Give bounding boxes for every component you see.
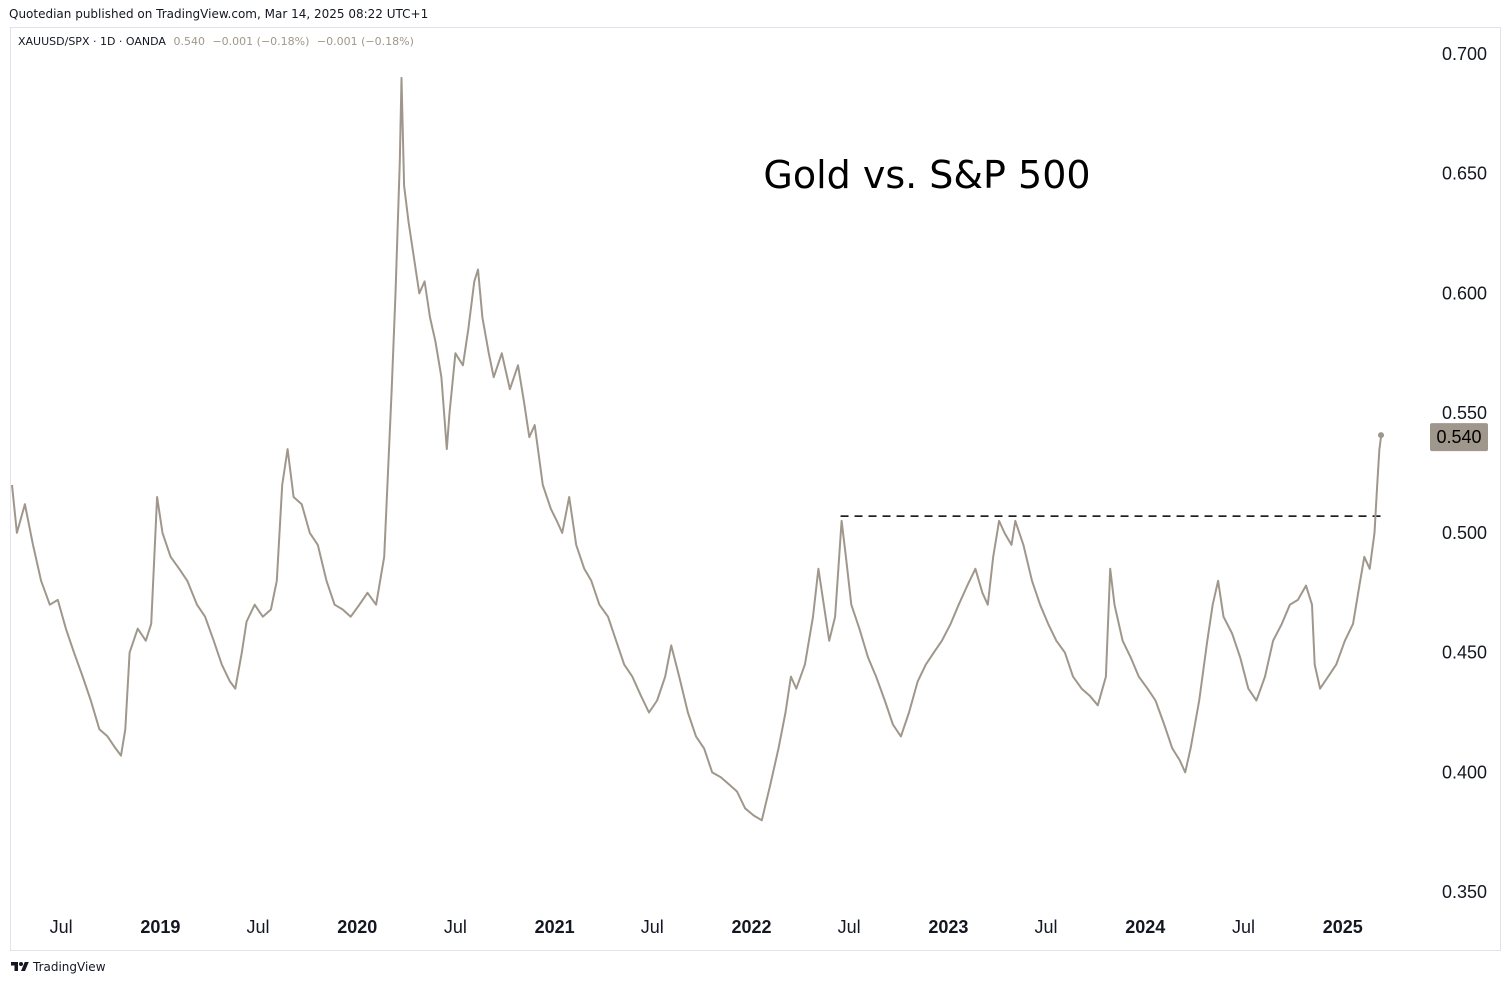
price-tick-label: 0.450 xyxy=(1442,643,1487,663)
time-tick-label: Jul xyxy=(50,917,73,937)
time-tick-label: 2025 xyxy=(1323,917,1363,937)
time-tick-label: Jul xyxy=(1232,917,1255,937)
last-price-badge xyxy=(1430,423,1488,452)
price-tick-label: 0.500 xyxy=(1442,523,1487,543)
chart-pane[interactable] xyxy=(10,27,1501,951)
time-axis[interactable]: Jul 2019 Jul 2020 Jul 2021 Jul 2022 Jul 2023 Jul 20… xyxy=(50,917,1363,937)
time-tick-label: Jul xyxy=(1035,917,1058,937)
time-tick-label: 2022 xyxy=(732,917,772,937)
price-tick-label: 0.600 xyxy=(1442,283,1487,303)
series-line[interactable] xyxy=(11,76,1382,822)
time-tick-label: 2023 xyxy=(928,917,968,937)
time-tick-label: Jul xyxy=(444,917,467,937)
price-tick-label: 0.350 xyxy=(1442,882,1487,902)
chart-title: Gold vs. S&P 500 xyxy=(763,153,1090,197)
last-point-marker xyxy=(1378,432,1385,439)
last-price-badge-label: 0.540 xyxy=(1436,427,1481,447)
time-tick-label: 2024 xyxy=(1125,917,1165,937)
time-tick-label: Jul xyxy=(641,917,664,937)
legend-change: −0.001 (−0.18%) xyxy=(212,35,310,48)
price-tick-label: 0.700 xyxy=(1442,44,1487,64)
legend-last-value: 0.540 xyxy=(173,35,205,48)
price-tick-label: 0.650 xyxy=(1442,164,1487,184)
tradingview-logo-icon xyxy=(11,962,29,971)
time-tick-label: 2019 xyxy=(140,917,180,937)
footer-brand-label: TradingView xyxy=(33,960,106,974)
symbol-legend: XAUUSD/SPX · 1D · OANDA 0.540 −0.001 (−0… xyxy=(18,35,414,48)
time-tick-label: 2020 xyxy=(337,917,377,937)
price-tick-label: 0.400 xyxy=(1442,762,1487,782)
time-tick-label: Jul xyxy=(246,917,269,937)
legend-symbol[interactable]: XAUUSD/SPX · 1D · OANDA xyxy=(18,35,166,48)
time-tick-label: Jul xyxy=(838,917,861,937)
price-axis[interactable]: 0.350 0.400 0.450 0.500 0.550 0.600 0.650 0.700 xyxy=(1442,44,1487,902)
publisher-caption: Quotedian published on TradingView.com, … xyxy=(9,7,429,21)
legend-change-secondary: −0.001 (−0.18%) xyxy=(316,35,414,48)
price-tick-label: 0.550 xyxy=(1442,403,1487,423)
footer-brand[interactable]: TradingView xyxy=(10,960,106,974)
time-tick-label: 2021 xyxy=(535,917,575,937)
